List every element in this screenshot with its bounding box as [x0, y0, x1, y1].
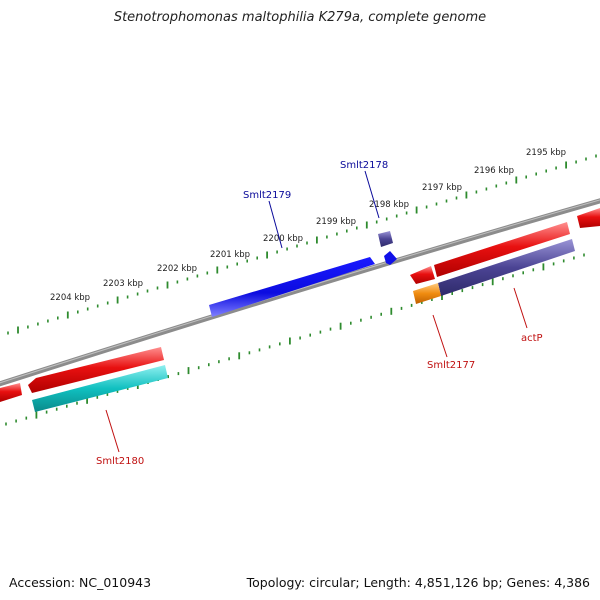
upper-tick-row — [7, 154, 597, 335]
gene-label-smlt2180[interactable]: Smlt2180 — [96, 456, 144, 467]
gene-smlt2180-arrow[interactable] — [32, 365, 168, 412]
gene-red-small[interactable] — [410, 266, 435, 284]
smlt2179-connector — [268, 200, 283, 249]
tick-label: 2200 kbp — [263, 234, 303, 244]
smlt2180-connector — [105, 409, 120, 453]
tick-label: 2197 kbp — [422, 183, 462, 193]
gene-smlt2179-arrow[interactable] — [209, 257, 375, 317]
lower-tick-row — [5, 253, 585, 426]
actp-connector — [513, 287, 528, 329]
gene-label-smlt2179[interactable]: Smlt2179 — [243, 190, 291, 201]
gene-actp-arrow[interactable] — [438, 239, 575, 296]
gene-red-upper-long[interactable] — [434, 222, 570, 277]
topology-text: Topology: circular; Length: 4,851,126 bp… — [246, 575, 590, 590]
tick-label: 2202 kbp — [157, 264, 197, 274]
tick-label: 2195 kbp — [526, 148, 566, 158]
tick-label: 2204 kbp — [50, 293, 90, 303]
gene-smlt2178-arrow[interactable] — [384, 251, 397, 265]
tick-label: 2196 kbp — [474, 166, 514, 176]
tick-label: 2199 kbp — [316, 217, 356, 227]
gene-smlt2177-arrow[interactable] — [413, 283, 441, 304]
gene-label-actp[interactable]: actP — [521, 333, 543, 344]
tick-label: 2201 kbp — [210, 250, 250, 260]
tick-label: 2203 kbp — [103, 279, 143, 289]
gene-red-left-edge[interactable] — [0, 383, 22, 402]
genome-backbone — [0, 198, 600, 387]
gene-label-smlt2177[interactable]: Smlt2177 — [427, 360, 475, 371]
smlt2177-connector — [432, 314, 448, 358]
tick-label: 2198 kbp — [369, 200, 409, 210]
gene-label-smlt2178[interactable]: Smlt2178 — [340, 160, 388, 171]
gene-smlt2178-upper-box[interactable] — [378, 231, 393, 247]
genome-backbone-highlight — [0, 199, 600, 384]
accession-text: Accession: NC_010943 — [9, 575, 152, 590]
smlt2178-connector — [364, 170, 380, 219]
tick-labels: 2195 kbp 2196 kbp 2197 kbp 2198 kbp 2199… — [50, 148, 566, 303]
gene-red-left-long[interactable] — [28, 347, 164, 393]
map-title: Stenotrophomonas maltophilia K279a, comp… — [113, 10, 487, 25]
gene-red-right-edge[interactable] — [577, 208, 600, 228]
